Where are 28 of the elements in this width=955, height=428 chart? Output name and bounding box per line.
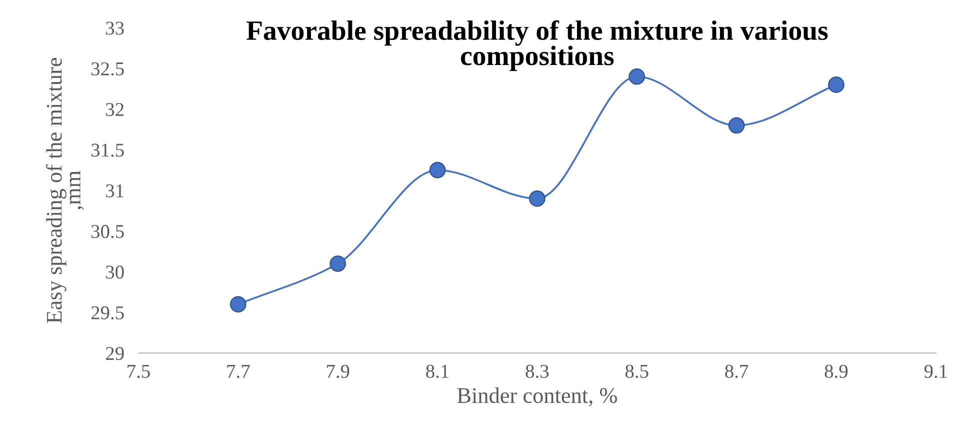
y-tick-label: 33 bbox=[106, 22, 124, 35]
point bbox=[728, 117, 745, 134]
x-tick-label: 7.5 bbox=[128, 364, 150, 378]
y-tick-label: 31 bbox=[106, 184, 124, 198]
x-axis-title: Binder content, % bbox=[457, 387, 617, 406]
point bbox=[628, 68, 646, 85]
x-tick-label: 8.3 bbox=[526, 364, 549, 378]
point bbox=[230, 296, 246, 312]
point bbox=[429, 162, 446, 178]
x-tick-label: 8.5 bbox=[625, 364, 648, 378]
y-tick-label: 29.5 bbox=[91, 306, 124, 320]
y-axis-title: Easy spreading of the mixture ,mm bbox=[46, 58, 84, 324]
y-tick-label: 32 bbox=[106, 103, 124, 116]
x-tick-label: 7.9 bbox=[326, 364, 350, 378]
y-tick-label: 30 bbox=[106, 266, 124, 279]
x-tick-label: 7.7 bbox=[227, 364, 250, 378]
x-tick-label: 8.9 bbox=[824, 364, 848, 378]
point bbox=[828, 76, 844, 93]
point bbox=[330, 255, 346, 272]
x-tick-label: 8.1 bbox=[426, 364, 448, 378]
chart-title: Favorable spreadability of the mixture in various compositions bbox=[246, 20, 828, 71]
y-tick-label: 29 bbox=[106, 346, 124, 360]
y-tick-label: 30.5 bbox=[91, 224, 124, 238]
y-tick-label: 32.5 bbox=[91, 62, 124, 76]
point bbox=[528, 190, 546, 207]
x-tick-label: 9.1 bbox=[924, 364, 947, 378]
x-tick-label: 8.7 bbox=[725, 364, 748, 378]
y-tick-label: 31.5 bbox=[91, 144, 124, 157]
